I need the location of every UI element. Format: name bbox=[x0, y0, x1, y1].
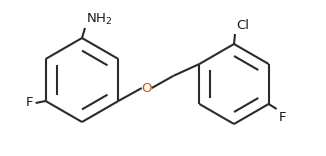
Text: Cl: Cl bbox=[236, 19, 249, 32]
Text: F: F bbox=[26, 97, 34, 110]
Text: O: O bbox=[141, 82, 152, 95]
Text: F: F bbox=[279, 111, 286, 124]
Text: NH$_2$: NH$_2$ bbox=[86, 12, 112, 27]
